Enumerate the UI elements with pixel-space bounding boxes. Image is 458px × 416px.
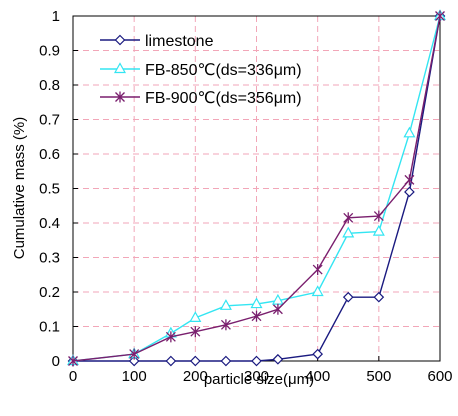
y-tick-label: 0.7	[39, 112, 60, 129]
series-layer	[66, 9, 447, 367]
data-point-diamond	[128, 355, 140, 367]
data-point-star	[312, 264, 323, 276]
data-point-diamond	[251, 355, 262, 367]
data-point-diamond	[220, 355, 232, 367]
data-point-star	[373, 210, 384, 222]
y-tick-label: 0.5	[39, 181, 60, 198]
data-point-star	[272, 303, 283, 315]
legend-label: FB-850℃(ds=336μm)	[145, 62, 302, 79]
data-point-triangle	[342, 226, 355, 238]
data-point-diamond	[114, 34, 126, 46]
x-tick-label: 600	[427, 368, 452, 385]
y-tick-label: 0	[52, 353, 60, 370]
y-tick-label: 0.9	[39, 43, 60, 60]
data-point-triangle	[189, 311, 202, 322]
data-point-diamond	[373, 291, 385, 303]
x-tick-label: 500	[366, 368, 391, 385]
data-point-star	[404, 174, 415, 186]
series-line	[72, 15, 441, 362]
grid-lines	[73, 16, 440, 361]
data-point-triangle	[113, 62, 127, 74]
data-point-star	[68, 355, 78, 367]
y-tick-label: 1	[52, 8, 60, 25]
y-tick-label: 0.2	[39, 284, 60, 301]
y-tick-label: 0.4	[39, 215, 60, 232]
y-tick-label: 0.6	[39, 146, 60, 163]
x-tick-label: 200	[183, 368, 208, 385]
data-point-star	[251, 310, 262, 322]
data-point-diamond	[342, 291, 354, 303]
x-axis-label: particle size(μm)	[204, 371, 314, 388]
x-tick-label: 400	[305, 368, 330, 385]
legend: limestone FB-850℃(ds=336μm) FB-900℃(ds=356…	[100, 33, 302, 107]
y-tick-label: 0.3	[39, 250, 60, 267]
y-axis-label: Cumulative mass (%)	[11, 117, 28, 260]
y-tick-label: 0.1	[39, 319, 60, 336]
data-point-star	[220, 319, 231, 331]
data-point-triangle	[219, 299, 232, 310]
data-point-diamond	[404, 186, 415, 198]
legend-item-2: FB-850℃(ds=336μm)	[100, 62, 302, 79]
data-point-triangle	[311, 285, 324, 297]
series-line	[73, 15, 441, 362]
legend-item-1: limestone	[100, 33, 214, 50]
data-point-diamond	[189, 355, 201, 367]
series-3	[68, 10, 445, 367]
y-axis-ticks: 0 0.1 0.2 0.3 0.4 0.5 0.6 0.7 0.8 0.9 1	[39, 8, 78, 370]
data-point-star	[115, 91, 125, 103]
x-tick-label: 300	[244, 368, 269, 385]
data-point-diamond	[312, 348, 324, 360]
series-1	[67, 10, 446, 367]
data-point-star	[190, 326, 201, 338]
data-point-star	[165, 331, 176, 343]
legend-label: FB-900℃(ds=356μm)	[145, 90, 302, 107]
series-line	[72, 15, 441, 362]
data-point-diamond	[165, 355, 177, 367]
data-point-star	[435, 10, 445, 22]
x-tick-label: 0	[69, 368, 77, 385]
data-point-triangle	[250, 297, 263, 309]
data-point-star	[343, 212, 354, 224]
legend-label: limestone	[145, 33, 214, 50]
y-tick-label: 0.8	[39, 77, 60, 94]
data-point-triangle	[372, 224, 385, 236]
data-point-diamond	[272, 353, 284, 365]
x-tick-label: 100	[122, 368, 147, 385]
data-point-triangle	[403, 126, 416, 138]
data-point-star	[129, 348, 140, 360]
legend-item-3: FB-900℃(ds=356μm)	[100, 90, 302, 107]
